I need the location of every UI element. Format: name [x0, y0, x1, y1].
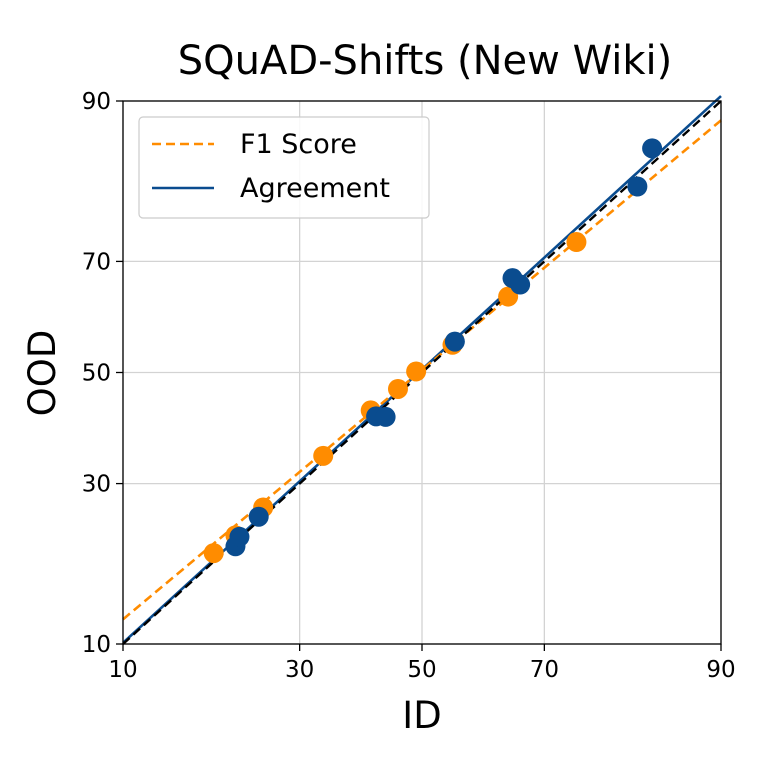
y-tick-label: 30 — [82, 472, 111, 498]
y-tick-label: 50 — [82, 361, 111, 387]
f1-point — [387, 378, 408, 399]
agreement-point — [510, 274, 531, 295]
agreement-point — [375, 406, 396, 427]
y-tick-label: 90 — [82, 89, 111, 115]
agreement-point — [248, 506, 269, 527]
x-tick-label: 70 — [530, 657, 559, 683]
legend-f1-label: F1 Score — [240, 129, 357, 160]
x-tick-label: 90 — [706, 657, 735, 683]
y-axis-label: OOD — [21, 330, 64, 417]
x-tick-label: 10 — [108, 657, 137, 683]
axis-ticks: 10 30 50 70 90 10 30 50 70 90 — [82, 89, 736, 683]
y-tick-label: 70 — [82, 249, 111, 275]
f1-point — [566, 232, 587, 253]
agreement-point — [627, 176, 648, 197]
f1-point — [203, 543, 224, 564]
f1-point — [313, 445, 334, 466]
agreement-point — [642, 138, 663, 159]
x-tick-label: 50 — [407, 657, 436, 683]
x-axis-label: ID — [402, 694, 441, 737]
x-tick-label: 30 — [285, 657, 314, 683]
y-tick-label: 10 — [82, 632, 111, 658]
f1-point — [406, 361, 427, 382]
legend-agreement-label: Agreement — [240, 173, 390, 204]
agreement-point — [229, 526, 250, 547]
f1-fit-line — [122, 119, 722, 621]
data-points — [203, 138, 663, 564]
chart-title: SQuAD-Shifts (New Wiki) — [178, 38, 673, 84]
legend-box — [138, 116, 430, 219]
legend: F1 Score Agreement — [138, 116, 430, 219]
agreement-point — [444, 331, 465, 352]
